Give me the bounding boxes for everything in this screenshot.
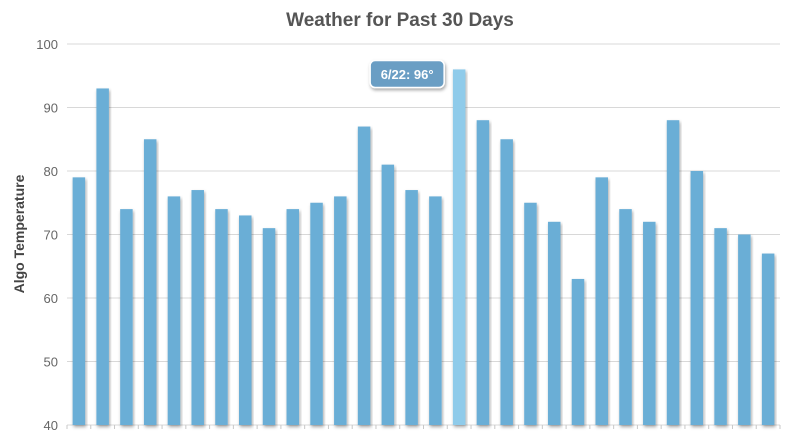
y-tick-label: 90: [44, 101, 58, 116]
bar[interactable]: [547, 221, 561, 425]
bar[interactable]: [120, 209, 133, 425]
bar[interactable]: [643, 221, 656, 425]
bar[interactable]: [738, 234, 751, 426]
bar[interactable]: [714, 228, 727, 425]
bar[interactable]: [595, 177, 609, 425]
bar[interactable]: [310, 202, 323, 425]
bar[interactable]: [666, 120, 680, 425]
bar[interactable]: [96, 88, 109, 425]
bar[interactable]: [619, 209, 632, 425]
bar[interactable]: [334, 196, 347, 425]
tooltip-box: [369, 59, 445, 89]
bar[interactable]: [262, 228, 276, 425]
tooltip-text: 6/22: 96°: [381, 67, 434, 82]
bar[interactable]: [476, 120, 490, 425]
bar[interactable]: [429, 196, 442, 425]
grid-lines: [67, 43, 780, 426]
y-tick-label: 100: [36, 37, 58, 52]
bar[interactable]: [500, 139, 513, 425]
y-tick-label: 80: [44, 164, 58, 179]
tooltip: 6/22: 96°: [369, 59, 445, 89]
y-tick-label: 60: [44, 291, 58, 306]
y-tick-label: 50: [44, 355, 58, 370]
y-tick-label: 70: [44, 228, 58, 243]
bar[interactable]: [381, 164, 395, 425]
bar[interactable]: [405, 190, 418, 425]
bar[interactable]: [191, 190, 204, 425]
bar[interactable]: [286, 209, 300, 425]
bar[interactable]: [690, 171, 704, 425]
y-tick-label: 40: [44, 418, 58, 433]
x-tick-marks: [66, 425, 781, 429]
bar[interactable]: [571, 278, 585, 425]
bar[interactable]: [239, 215, 252, 425]
bar[interactable]: [357, 126, 371, 426]
y-tick-labels: 40 50 60 70 80 90 100: [36, 37, 58, 433]
bar[interactable]: [524, 202, 537, 425]
y-axis-label: Algo Temperature: [11, 174, 27, 293]
bar[interactable]: [167, 196, 181, 425]
bars: [72, 69, 775, 426]
chart-title: Weather for Past 30 Days: [286, 10, 514, 31]
bar[interactable]: [143, 139, 157, 425]
bar[interactable]: [215, 209, 228, 425]
bar[interactable]: [761, 253, 775, 425]
bar-highlighted[interactable]: [452, 69, 466, 426]
bar[interactable]: [72, 177, 86, 425]
